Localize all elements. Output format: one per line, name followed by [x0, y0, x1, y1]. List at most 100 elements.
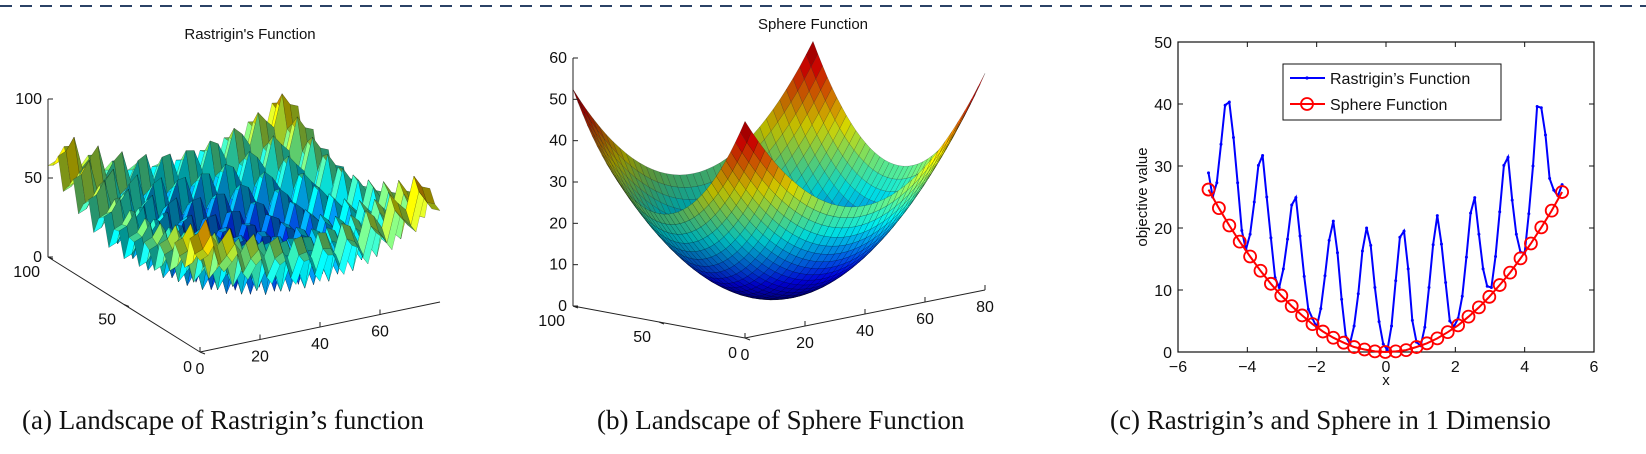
panel-c-legend: Rastrigin’s Function Sphere Function [1282, 63, 1502, 121]
rastrigin-point [1448, 319, 1452, 323]
rastrigin-point [1331, 219, 1335, 223]
rastrigin-point [1439, 242, 1443, 246]
rastrigin-point [1319, 307, 1323, 311]
rastrigin-point [1335, 251, 1339, 255]
panel-b-y-tick-label: 0 [728, 345, 737, 362]
panel-b-z-tick-label: 30 [549, 174, 567, 191]
sphere-point [1503, 265, 1518, 280]
panel-b-x-tick-label: 80 [976, 299, 994, 316]
rastrigin-point [1444, 281, 1448, 285]
sphere-point [1201, 182, 1216, 197]
panel-b-surface-facet [810, 53, 823, 80]
rastrigin-point [1548, 176, 1552, 180]
caption-a: (a) Landscape of Rastrigin’s function [22, 405, 424, 435]
rastrigin-point [1469, 211, 1473, 215]
sphere-point [1222, 218, 1237, 233]
panel-a-y-tick-label: 50 [98, 312, 116, 329]
rastrigin-point [1369, 243, 1373, 247]
sphere-point [1274, 288, 1289, 303]
panel-b-x-tick-label: 0 [741, 347, 750, 364]
panel-a-y-tick [199, 351, 206, 355]
rastrigin-point [1290, 203, 1294, 207]
panel-a-x-tick-label: 40 [311, 336, 329, 353]
sphere-point [1430, 331, 1445, 346]
panel-sphere-3d: Sphere Function 020406080050100010203040… [538, 16, 994, 364]
sphere-point [1472, 300, 1486, 315]
panel-b-x-tick-label: 20 [796, 335, 814, 352]
panel-b-y-tick-label: 50 [633, 329, 651, 346]
rastrigin-point [1215, 181, 1219, 185]
rastrigin-point [1390, 324, 1394, 328]
panel-b-surface-facet [839, 115, 852, 137]
panel-a-surface-facet [426, 202, 441, 211]
rastrigin-point [1394, 279, 1398, 283]
rastrigin-point [1327, 238, 1331, 242]
panel-c-y-tick-label: 40 [1154, 97, 1172, 114]
rastrigin-point [1510, 198, 1514, 202]
rastrigin-point [1481, 267, 1485, 271]
panel-b-surface-facet [973, 73, 986, 98]
panel-a-y-tick [123, 304, 130, 307]
sphere-point [1264, 276, 1278, 291]
panel-b-z-tick-label: 60 [549, 50, 567, 67]
rastrigin-point [1323, 274, 1327, 278]
rastrigin-point [1265, 195, 1269, 199]
sphere-point [1378, 345, 1393, 359]
panel-c-x-tick-label: 0 [1382, 359, 1391, 376]
rastrigin-point [1381, 342, 1385, 346]
panel-b-surface-facet [806, 40, 818, 68]
rastrigin-point [1294, 196, 1298, 200]
rastrigin-point [1552, 188, 1556, 192]
panel-a-x-tick-label: 0 [196, 361, 205, 378]
panel-c-ticks: −6 −4 −2 0 2 4 6 0 10 20 30 40 50 [1154, 35, 1598, 376]
rastrigin-point [1356, 292, 1360, 296]
panel-b-z-tick-label: 20 [549, 215, 567, 232]
sphere-point [1482, 289, 1497, 304]
rastrigin-point [1431, 243, 1435, 247]
rastrigin-point [1365, 226, 1369, 230]
panel-b-surface-facet [941, 132, 954, 153]
panel-c-ylabel: objective value [1134, 147, 1151, 246]
panel-b-surface-facet [853, 136, 866, 157]
panel-b-surface-facet [844, 122, 857, 144]
panel-b-y-tick-label: 100 [538, 313, 565, 330]
panel-b-surface-facet [572, 89, 585, 113]
panel-c-y-tick-label: 20 [1154, 221, 1172, 238]
panel-c-y-tick-label: 50 [1154, 35, 1172, 52]
rastrigin-point [1281, 267, 1285, 271]
rastrigin-point [1494, 255, 1498, 259]
panel-a-y-tick-label: 100 [13, 264, 40, 281]
sphere-point [1368, 344, 1382, 359]
sphere-point [1544, 203, 1559, 218]
sphere-point [1347, 340, 1362, 354]
series-line-rastrigin [1207, 100, 1564, 353]
rastrigin-point [1277, 286, 1281, 290]
rastrigin-point [1269, 236, 1273, 240]
sphere-point [1212, 201, 1226, 216]
panel-b-surface-facet [820, 76, 833, 102]
rastrigin-point [1261, 153, 1265, 157]
rastrigin-point [1252, 200, 1256, 204]
panel-a-title: Rastrigin's Function [184, 26, 315, 43]
rastrigin-point [1473, 196, 1477, 200]
legend-marker-rastrigin [1305, 76, 1309, 80]
panel-a-surface [47, 93, 441, 296]
panel-b-x-tick-label: 40 [856, 323, 874, 340]
rastrigin-point [1435, 214, 1439, 218]
rastrigin-point [1302, 274, 1306, 278]
panel-a-x-tick-label: 60 [371, 324, 389, 341]
panel-b-x-tick-label: 60 [916, 311, 934, 328]
rastrigin-point [1402, 229, 1406, 233]
rastrigin-point [1514, 232, 1518, 236]
sphere-point [1232, 234, 1247, 249]
panel-c-y-tick-label: 30 [1154, 159, 1172, 176]
panel-c-y-tick-label: 10 [1154, 283, 1172, 300]
panel-b-title: Sphere Function [758, 16, 868, 33]
legend-label-sphere: Sphere Function [1330, 97, 1447, 114]
panel-b-surface-facet [953, 110, 966, 133]
rastrigin-point [1410, 318, 1414, 322]
